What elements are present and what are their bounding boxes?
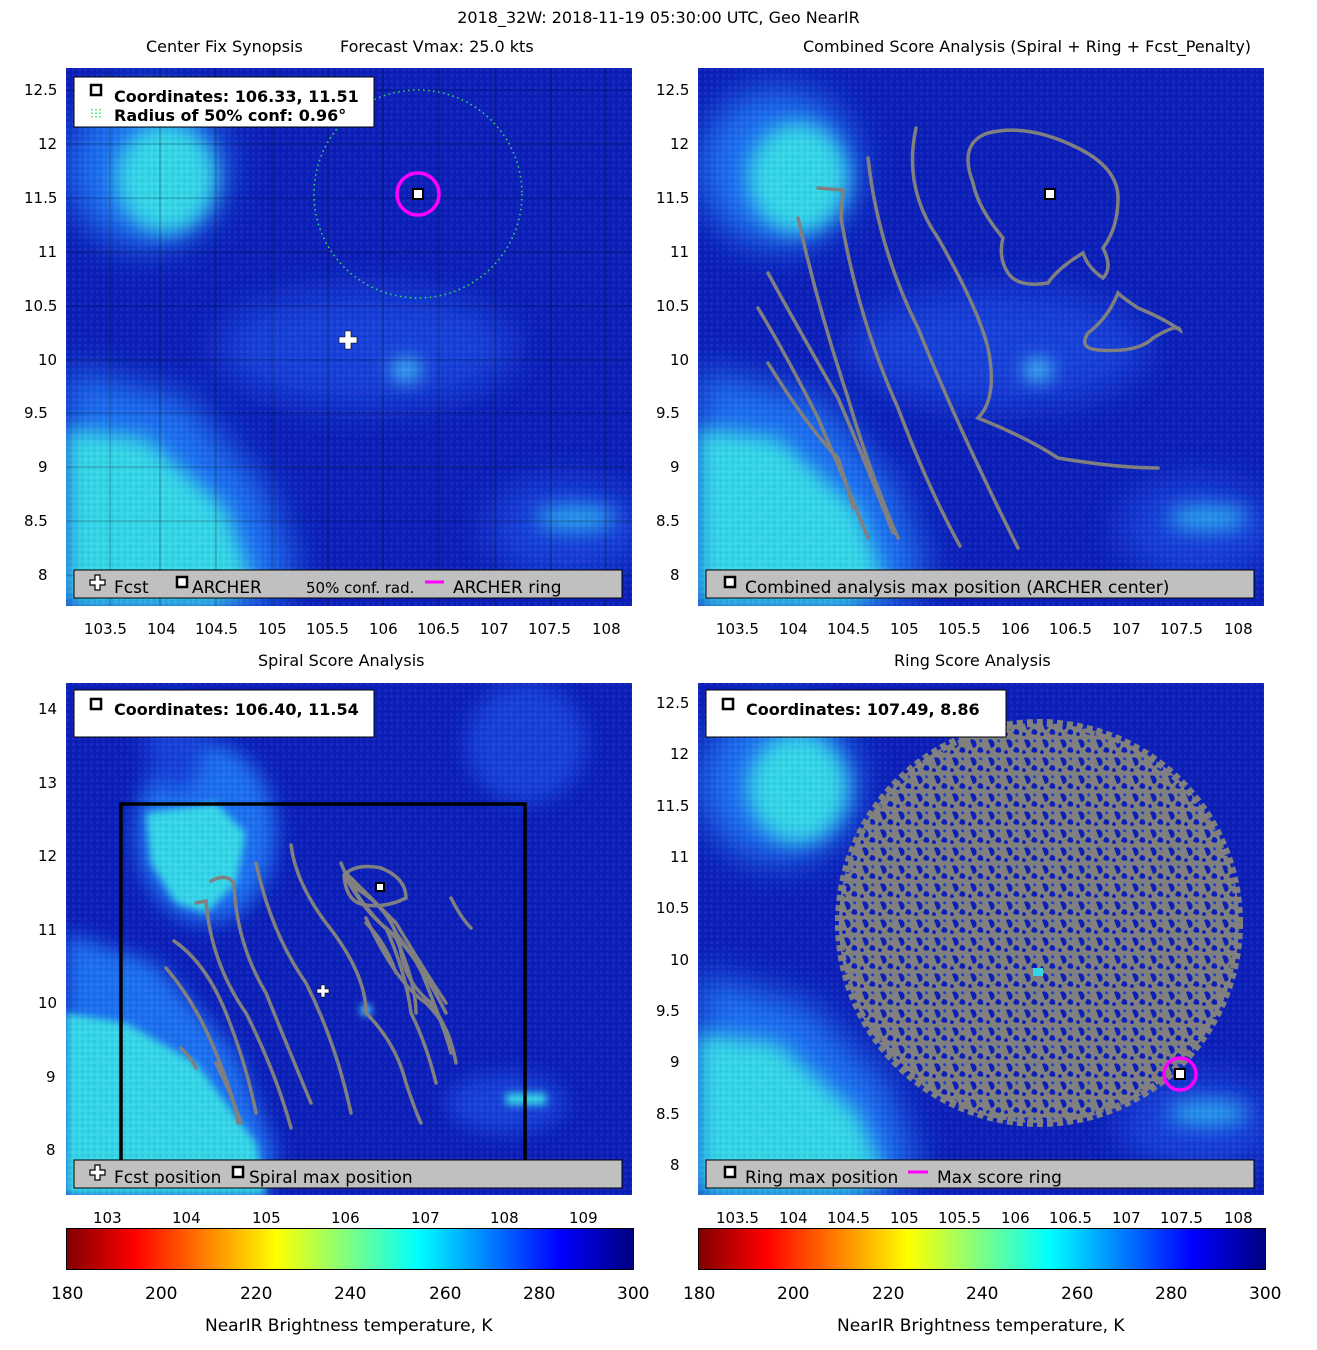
legend-combined-max: Combined analysis max position (ARCHER c… bbox=[745, 578, 1169, 598]
max-score-ring bbox=[1162, 1056, 1198, 1092]
ring-coordinates: Coordinates: 107.49, 8.86 bbox=[746, 700, 980, 719]
ring-legend: Ring max position Max score ring bbox=[705, 1159, 1255, 1189]
combined-max-marker bbox=[1044, 188, 1056, 200]
archer-center-marker bbox=[412, 188, 424, 200]
ring-info-box: Coordinates: 107.49, 8.86 bbox=[705, 689, 1007, 738]
square-marker-icon bbox=[723, 575, 737, 589]
combined-map: Combined analysis max position (ARCHER c… bbox=[698, 68, 1264, 606]
legend-spiral-max: Spiral max position bbox=[249, 1168, 413, 1188]
legend-conf-rad: 50% conf. rad. bbox=[306, 579, 414, 597]
spiral-coordinates: Coordinates: 106.40, 11.54 bbox=[114, 700, 359, 719]
synopsis-title: Center Fix Synopsis bbox=[146, 37, 303, 56]
legend-archer: ARCHER bbox=[192, 578, 262, 598]
fcst-marker bbox=[338, 330, 358, 350]
ring-max-marker bbox=[1174, 1068, 1186, 1080]
square-marker-icon bbox=[231, 1165, 245, 1179]
confidence-circle bbox=[313, 89, 523, 299]
square-marker-icon bbox=[175, 575, 189, 589]
colorbar-right bbox=[698, 1228, 1266, 1270]
plus-icon bbox=[89, 574, 106, 591]
legend-ring-max: Ring max position bbox=[745, 1168, 898, 1188]
synopsis-coordinates: Coordinates: 106.33, 11.51 bbox=[114, 87, 359, 106]
ring-cloud-spot bbox=[1033, 968, 1043, 976]
square-marker-icon bbox=[721, 697, 735, 711]
ring-score-field bbox=[835, 719, 1243, 1127]
synopsis-map: Coordinates: 106.33, 11.51 Radius of 50%… bbox=[66, 68, 632, 606]
combined-legend: Combined analysis max position (ARCHER c… bbox=[705, 569, 1255, 599]
plus-icon bbox=[89, 1164, 106, 1181]
archer-ring bbox=[395, 171, 441, 217]
legend-max-score-ring: Max score ring bbox=[937, 1168, 1062, 1188]
figure-title: 2018_32W: 2018-11-19 05:30:00 UTC, Geo N… bbox=[457, 8, 860, 27]
ring-title: Ring Score Analysis bbox=[894, 651, 1051, 670]
spiral-legend: Fcst position Spiral max position bbox=[73, 1159, 623, 1189]
spiral-fcst-marker bbox=[316, 984, 330, 998]
synopsis-radius: Radius of 50% conf: 0.96° bbox=[114, 106, 346, 125]
combined-title: Combined Score Analysis (Spiral + Ring +… bbox=[803, 37, 1252, 56]
spiral-title: Spiral Score Analysis bbox=[258, 651, 425, 670]
legend-archer-ring: ARCHER ring bbox=[453, 578, 561, 598]
colorbar-left-label: NearIR Brightness temperature, K bbox=[205, 1316, 493, 1336]
colorbar-right-label: NearIR Brightness temperature, K bbox=[837, 1316, 1125, 1336]
synopsis-legend: Fcst ARCHER 50% conf. rad. ARCHER ring bbox=[73, 569, 623, 599]
ring-map: Coordinates: 107.49, 8.86 Ring max posit… bbox=[698, 683, 1264, 1195]
synopsis-vmax: Forecast Vmax: 25.0 kts bbox=[340, 37, 534, 56]
dotted-line-icon bbox=[91, 109, 101, 118]
legend-fcst-position: Fcst position bbox=[114, 1168, 221, 1188]
legend-fcst: Fcst bbox=[114, 578, 149, 598]
colorbar-left bbox=[66, 1228, 634, 1270]
synopsis-info-box: Coordinates: 106.33, 11.51 Radius of 50%… bbox=[73, 76, 375, 128]
spiral-max-marker bbox=[375, 882, 385, 892]
combined-contours bbox=[756, 126, 1184, 550]
spiral-info-box: Coordinates: 106.40, 11.54 bbox=[73, 689, 375, 738]
square-marker-icon bbox=[723, 1165, 737, 1179]
square-marker-icon bbox=[89, 83, 103, 97]
spiral-contours bbox=[164, 843, 473, 1130]
square-marker-icon bbox=[89, 697, 103, 711]
spiral-map: Coordinates: 106.40, 11.54 Fcst position… bbox=[66, 683, 632, 1195]
